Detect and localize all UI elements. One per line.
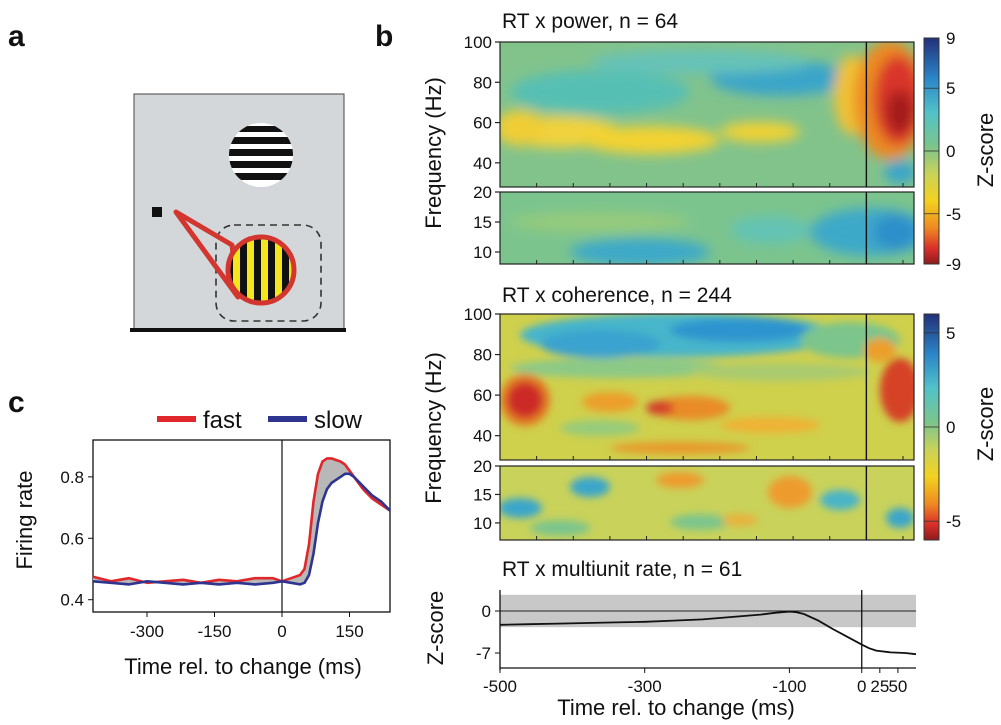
multiunit-xtick-label: -300 bbox=[628, 677, 662, 696]
firing-rate-line-slow bbox=[92, 472, 391, 586]
coherence-axes: 100 80 60 40 20 15 10 5 0 -5 bbox=[464, 305, 961, 540]
firing-rate-ytick-label: 0.8 bbox=[60, 468, 84, 487]
multiunit-xtick-label: 50 bbox=[888, 677, 907, 696]
coherence-ylabel: Frequency (Hz) bbox=[421, 352, 446, 504]
power-ytick-label: 20 bbox=[473, 183, 492, 202]
power-colorbar-tick-label: 9 bbox=[946, 29, 955, 48]
firing-rate-legend: fast slow bbox=[157, 407, 363, 434]
panel-label-b: b bbox=[375, 20, 393, 53]
firing-rate-xtick-label: 0 bbox=[277, 622, 286, 641]
power-colorbar-tick-label: 5 bbox=[946, 79, 955, 98]
power-ytick-label: 15 bbox=[473, 213, 492, 232]
multiunit-xtick-label: -500 bbox=[483, 677, 517, 696]
coherence-heatmap-low bbox=[500, 466, 914, 540]
firing-rate-line-fast bbox=[92, 457, 391, 585]
multiunit-xtick-label: 25 bbox=[870, 677, 889, 696]
coherence-ytick-label: 20 bbox=[473, 457, 492, 476]
power-ytick-label: 100 bbox=[464, 33, 492, 52]
panel-label-a: a bbox=[8, 20, 25, 53]
coherence-ytick-label: 60 bbox=[473, 386, 492, 405]
coherence-colorbar-tick-label: 5 bbox=[946, 324, 955, 343]
horizontal-grating bbox=[229, 123, 293, 187]
multiunit-xlabel: Time rel. to change (ms) bbox=[557, 695, 795, 720]
firing-rate-ylabel: Firing rate bbox=[12, 470, 37, 569]
power-ylabel: Frequency (Hz) bbox=[421, 77, 446, 229]
coherence-colorbar-tick-label: 0 bbox=[946, 418, 955, 437]
coherence-ytick-label: 40 bbox=[473, 427, 492, 446]
panel-label-c: c bbox=[8, 386, 25, 419]
power-axes: 100 80 60 40 20 15 10 9 5 0 -5 -9 bbox=[464, 29, 962, 274]
power-colorbar-tick-label: 0 bbox=[946, 142, 955, 161]
firing-rate-frame bbox=[92, 439, 391, 613]
multiunit-xtick-label: 0 bbox=[857, 677, 866, 696]
firing-rate-xtick-label: -150 bbox=[197, 622, 231, 641]
firing-rate-xlabel: Time rel. to change (ms) bbox=[124, 654, 362, 679]
coherence-low-frame bbox=[499, 465, 915, 541]
power-title: RT x power, n = 64 bbox=[502, 10, 678, 33]
firing-rate-plot: 0.8 0.6 0.4 -300 -150 0 150 bbox=[60, 439, 391, 641]
power-low-frame bbox=[499, 191, 915, 265]
coherence-high-frame bbox=[499, 313, 915, 461]
multiunit-line bbox=[499, 610, 917, 656]
power-colorbar-tick-label: -5 bbox=[946, 205, 961, 224]
power-ytick-label: 80 bbox=[473, 73, 492, 92]
power-colorbar-label: Z-score bbox=[973, 113, 998, 188]
multiunit-ytick-label: 0 bbox=[482, 602, 491, 621]
power-ytick-label: 60 bbox=[473, 114, 492, 133]
legend-slow-label: slow bbox=[314, 407, 363, 434]
coherence-colorbar-label: Z-score bbox=[973, 387, 998, 462]
multiunit-plot: 0-7-500 -300 -100 0 25 50 bbox=[476, 590, 917, 696]
firing-rate-xtick-label: -300 bbox=[130, 622, 164, 641]
stimulus-illustration bbox=[130, 93, 346, 332]
power-heatmap-high bbox=[500, 42, 914, 187]
coherence-ytick-label: 80 bbox=[473, 346, 492, 365]
power-colorbar-tick-label: -9 bbox=[946, 255, 961, 274]
multiunit-ytick-label: -7 bbox=[476, 644, 491, 663]
multiunit-title: RT x multiunit rate, n = 61 bbox=[502, 558, 742, 581]
multiunit-ylabel: Z-score bbox=[423, 591, 448, 666]
power-heatmap-low bbox=[500, 192, 914, 264]
firing-rate-xtick-label: 150 bbox=[335, 622, 363, 641]
vertical-grating bbox=[225, 234, 297, 306]
firing-rate-ytick-label: 0.4 bbox=[60, 591, 84, 610]
coherence-title: RT x coherence, n = 244 bbox=[502, 284, 732, 307]
coherence-ytick-label: 100 bbox=[464, 305, 492, 324]
fixation-point bbox=[152, 207, 162, 217]
firing-rate-difference-fill bbox=[93, 458, 390, 585]
firing-rate-ytick-label: 0.6 bbox=[60, 529, 84, 548]
legend-fast-label: fast bbox=[203, 407, 242, 434]
power-ytick-label: 40 bbox=[473, 154, 492, 173]
coherence-heatmap-high bbox=[500, 314, 914, 460]
coherence-ytick-label: 15 bbox=[473, 485, 492, 504]
power-high-frame bbox=[499, 41, 915, 188]
multiunit-xtick-label: -100 bbox=[772, 677, 806, 696]
coherence-ytick-label: 10 bbox=[473, 514, 492, 533]
coherence-colorbar-tick-label: -5 bbox=[946, 512, 961, 531]
power-ytick-label: 10 bbox=[473, 243, 492, 262]
attention-frame bbox=[215, 224, 322, 322]
